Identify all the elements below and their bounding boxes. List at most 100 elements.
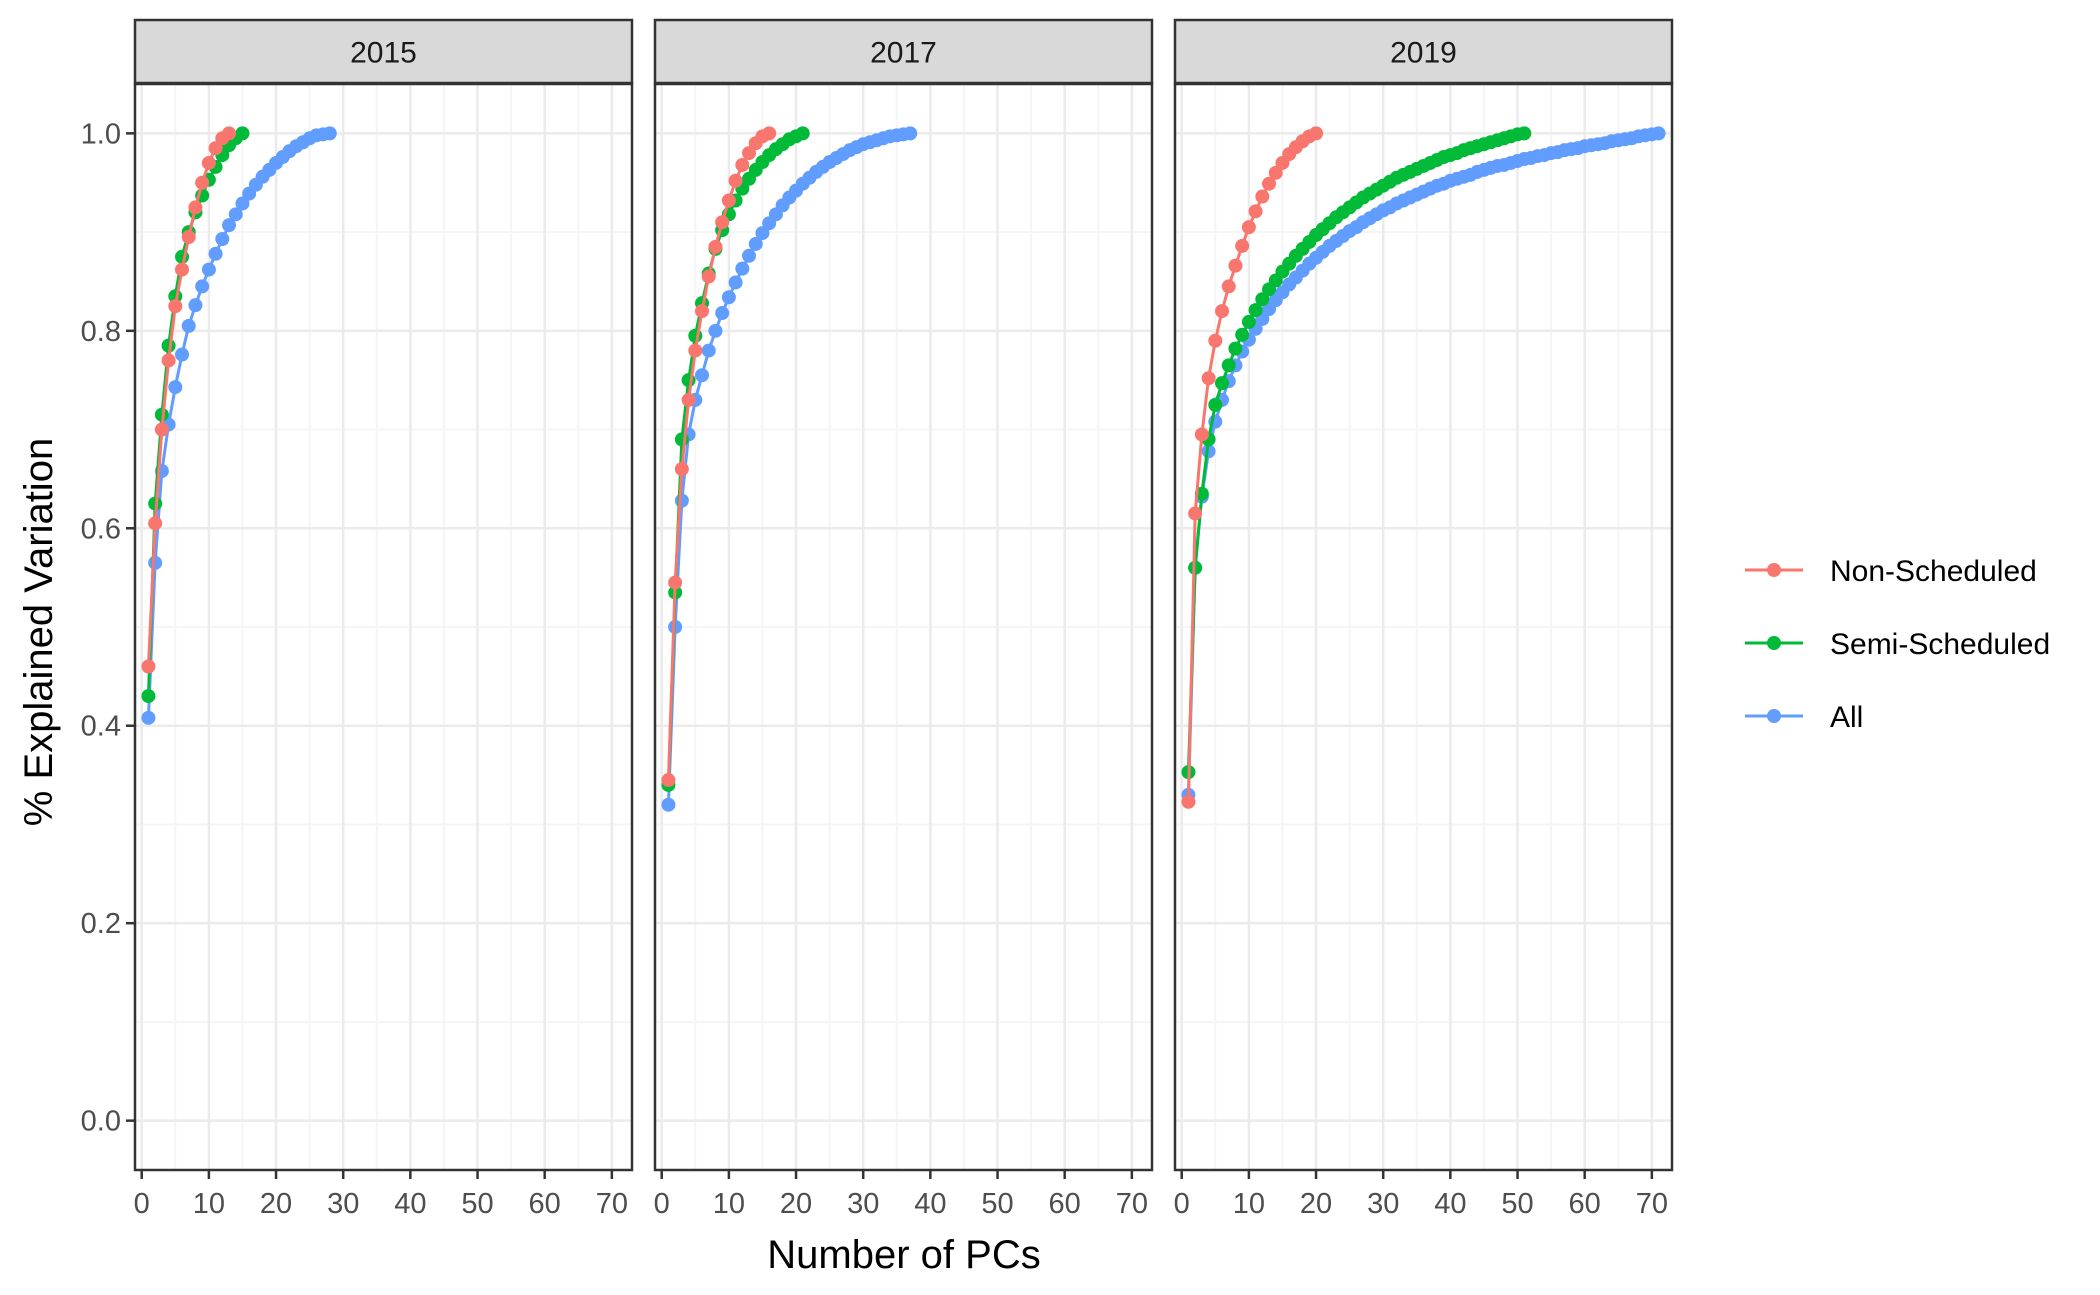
x-tick-label: 0 xyxy=(1174,1188,1190,1220)
data-point-non-scheduled xyxy=(181,230,196,245)
data-point-non-scheduled xyxy=(695,304,710,319)
data-point-non-scheduled xyxy=(195,175,210,190)
data-point-non-scheduled xyxy=(1215,304,1230,319)
data-point-all xyxy=(201,262,216,277)
data-point-all xyxy=(175,347,190,362)
data-point-all xyxy=(228,207,243,222)
y-tick-label: 0.0 xyxy=(81,1106,121,1138)
data-point-all xyxy=(755,226,770,241)
data-point-non-scheduled xyxy=(1255,189,1270,204)
legend-key-point xyxy=(1767,709,1781,723)
data-point-non-scheduled xyxy=(1221,279,1236,294)
facet-strip-label: 2017 xyxy=(870,37,937,70)
x-tick-label: 10 xyxy=(1233,1188,1265,1220)
data-point-non-scheduled xyxy=(161,353,176,368)
y-tick-label: 1.0 xyxy=(81,118,121,150)
data-point-all xyxy=(235,196,250,211)
facet-panel-2017: 2017 0 10 20 30 40 50 60 70 xyxy=(653,18,1154,1220)
data-point-non-scheduled xyxy=(1201,371,1216,386)
data-point-semi-scheduled xyxy=(795,126,810,141)
legend-key-point xyxy=(1767,563,1781,577)
x-tick-label: 50 xyxy=(461,1188,493,1220)
data-point-all xyxy=(168,380,183,395)
x-tick-label: 40 xyxy=(394,1188,426,1220)
data-point-non-scheduled xyxy=(1228,258,1243,273)
data-point-non-scheduled xyxy=(661,773,676,788)
data-point-all xyxy=(322,126,337,141)
legend: Non-Scheduled Semi-Scheduled All xyxy=(1745,555,2050,734)
data-point-non-scheduled xyxy=(141,659,156,674)
data-point-semi-scheduled xyxy=(1235,327,1250,342)
facet-strip-label: 2019 xyxy=(1390,37,1457,70)
data-point-all xyxy=(208,246,223,261)
data-point-semi-scheduled xyxy=(1221,358,1236,373)
y-tick-label: 0.4 xyxy=(81,711,121,743)
x-tick-label: 20 xyxy=(1300,1188,1332,1220)
x-tick-label: 20 xyxy=(260,1188,292,1220)
legend-label: Semi-Scheduled xyxy=(1830,628,2050,661)
facet-panel-2015: 2015 0 10 20 30 40 50 60 70 0.0 0.2 0.4 0.6 0.8 1.0 xyxy=(81,18,634,1220)
data-point-all xyxy=(715,306,730,321)
facet-strip xyxy=(653,18,1154,85)
x-tick-label: 30 xyxy=(327,1188,359,1220)
facet-strip-label: 2015 xyxy=(350,37,417,70)
data-point-non-scheduled xyxy=(1268,165,1283,180)
legend-label: All xyxy=(1830,701,1863,734)
data-point-semi-scheduled xyxy=(235,126,250,141)
x-tick-label: 60 xyxy=(1569,1188,1601,1220)
data-point-non-scheduled xyxy=(1235,238,1250,253)
data-point-all xyxy=(195,279,210,294)
x-tick-label: 0 xyxy=(654,1188,670,1220)
facet-strip xyxy=(133,18,634,85)
x-tick-label: 70 xyxy=(596,1188,628,1220)
data-point-all xyxy=(1651,126,1666,141)
data-point-non-scheduled xyxy=(208,141,223,156)
data-point-non-scheduled xyxy=(721,193,736,208)
data-point-all xyxy=(728,275,743,290)
data-point-all xyxy=(735,261,750,276)
data-point-non-scheduled xyxy=(222,126,237,141)
x-tick-label: 20 xyxy=(780,1188,812,1220)
data-point-non-scheduled xyxy=(1188,506,1203,521)
data-point-semi-scheduled xyxy=(674,432,689,447)
data-point-semi-scheduled xyxy=(1241,314,1256,329)
data-point-all xyxy=(141,710,156,725)
data-point-all xyxy=(695,368,710,383)
data-point-semi-scheduled xyxy=(681,373,696,388)
data-point-all xyxy=(701,343,716,358)
data-point-non-scheduled xyxy=(701,269,716,284)
data-point-non-scheduled xyxy=(681,392,696,407)
data-point-all xyxy=(222,218,237,233)
y-axis-title: % Explained Variation xyxy=(17,438,61,826)
data-point-non-scheduled xyxy=(188,200,203,215)
legend-item-all: All xyxy=(1745,701,1863,734)
legend-key-point xyxy=(1767,636,1781,650)
data-point-non-scheduled xyxy=(728,173,743,188)
legend-label: Non-Scheduled xyxy=(1830,555,2037,588)
data-point-all xyxy=(148,555,163,570)
x-tick-label: 30 xyxy=(847,1188,879,1220)
data-point-non-scheduled xyxy=(1248,204,1263,219)
data-point-semi-scheduled xyxy=(1215,376,1230,391)
data-point-non-scheduled xyxy=(742,146,757,161)
data-point-non-scheduled xyxy=(668,575,683,590)
x-axis-title: Number of PCs xyxy=(767,1233,1040,1277)
x-tick-label: 70 xyxy=(1116,1188,1148,1220)
x-tick-label: 70 xyxy=(1636,1188,1668,1220)
data-point-non-scheduled xyxy=(1181,794,1196,809)
data-point-all xyxy=(215,232,230,247)
data-point-all xyxy=(742,248,757,263)
data-point-non-scheduled xyxy=(1309,126,1324,141)
y-tick-label: 0.2 xyxy=(81,908,121,940)
data-point-semi-scheduled xyxy=(688,328,703,343)
data-point-non-scheduled xyxy=(762,126,777,141)
data-point-non-scheduled xyxy=(201,155,216,170)
x-tick-label: 60 xyxy=(1049,1188,1081,1220)
data-point-non-scheduled xyxy=(148,516,163,531)
x-tick-label: 40 xyxy=(914,1188,946,1220)
x-tick-label: 50 xyxy=(981,1188,1013,1220)
data-point-non-scheduled xyxy=(1262,176,1277,191)
